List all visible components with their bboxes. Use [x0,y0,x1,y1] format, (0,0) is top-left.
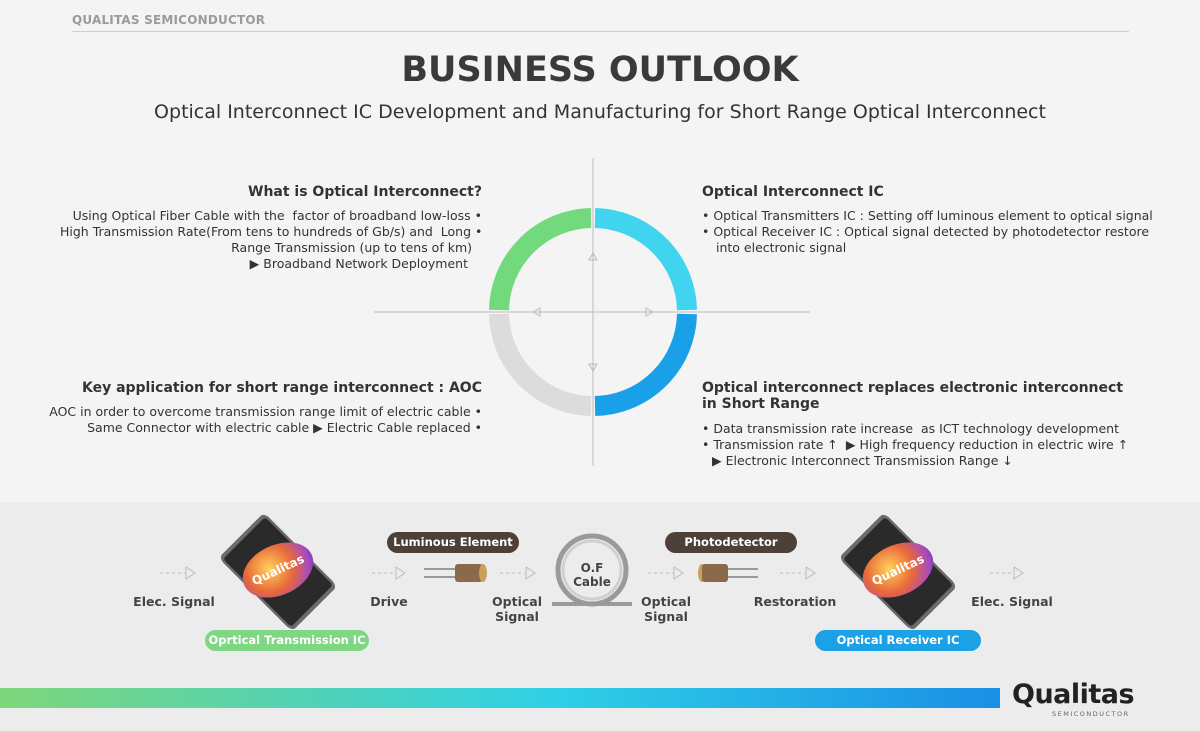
company-name: QUALITAS SEMICONDUCTOR [72,13,266,27]
text-line: into electronic signal [716,240,847,255]
badge: Optical Receiver IC [815,630,981,651]
flow-label: Optical Signal [492,594,542,624]
text-line: • Optical Receiver IC : Optical signal d… [702,224,1150,239]
photodetector-component [698,564,758,582]
text-line: ▶ Broadband Network Deployment [249,256,468,271]
flow-label: Optical Signal [641,594,691,624]
ring-diagram [374,158,810,466]
text-line: Using Optical Fiber Cable with the facto… [72,208,482,223]
badge: Oprtical Transmission IC [205,630,369,651]
text-line: • Optical Transmitters IC : Setting off … [702,208,1153,223]
gradient-bar [0,688,1000,708]
quadrant-text: • Optical Transmitters IC : Setting off … [702,208,1153,256]
subtitle: Optical Interconnect IC Development and … [154,101,1046,123]
ring-cyan [594,208,697,311]
fiber-coil [552,533,632,607]
flow-label: Drive [370,594,408,609]
quadrant-title: What is Optical Interconnect? [248,184,482,200]
text-line: • Data transmission rate increase as ICT… [702,421,1119,436]
title-line: Optical interconnect replaces electronic… [702,380,1124,396]
logo-subtitle: SEMICONDUCTOR [1052,710,1130,718]
flow-label: Elec. Signal [971,594,1053,609]
arrow-heads [531,251,655,373]
inner-arrows [538,258,648,366]
text-line: AOC in order to overcome transmission ra… [49,404,482,419]
text-line: High Transmission Rate(From tens to hund… [60,224,483,239]
ring-blue [594,313,697,416]
quadrant-text: • Data transmission rate increase as ICT… [702,421,1128,469]
quadrant-title: Optical Interconnect IC [702,184,884,200]
flow-label: Elec. Signal [133,594,215,609]
luminous-component [424,564,487,582]
cable-label: O.F Cable [573,561,611,589]
header-rule [72,31,1129,32]
badge: Luminous Element [387,532,519,553]
title-line: in Short Range [702,396,820,412]
text-line: • Transmission rate ↑ ▶ High frequency r… [702,437,1129,452]
badge: Photodetector [665,532,797,553]
quadrant-title: Optical interconnect replaces electronic… [702,380,1123,412]
quadrant-text: Using Optical Fiber Cable with the facto… [60,208,482,272]
flow-arrow-heads [185,566,1024,580]
text-line: ▶ Electronic Interconnect Transmission R… [712,453,1013,468]
logo: Qualitas [1012,679,1135,710]
quadrant-text: AOC in order to overcome transmission ra… [40,404,482,436]
flow-label: Restoration [753,594,837,609]
quadrant-title: Key application for short range intercon… [81,380,482,396]
text-line: Range Transmission (up to tens of km) [231,240,472,255]
flow-graphics [160,533,1024,607]
ring-green [489,208,592,311]
text-line: Same Connector with electric cable ▶ Ele… [87,420,482,435]
title: BUSINESS OUTLOOK [401,50,799,90]
ring-grey [489,313,592,416]
